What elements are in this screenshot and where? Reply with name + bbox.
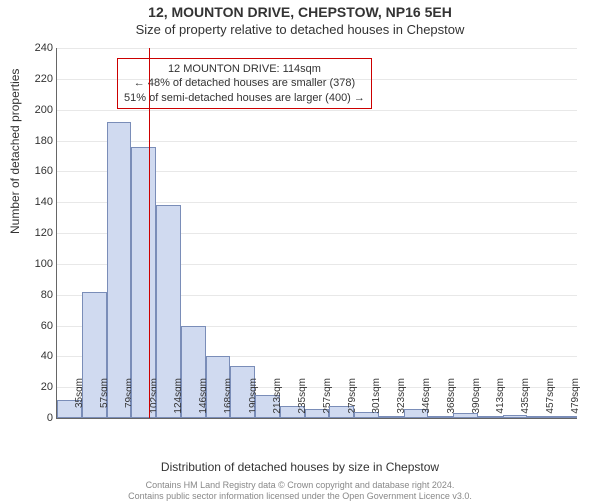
y-tick: 200	[23, 104, 53, 116]
grid-line	[57, 48, 577, 49]
y-tick: 20	[23, 381, 53, 393]
y-tick: 80	[23, 289, 53, 301]
histogram-chart: 12 MOUNTON DRIVE: 114sqm ← 48% of detach…	[56, 48, 576, 418]
y-tick: 40	[23, 350, 53, 362]
x-tick: 479sqm	[570, 378, 581, 422]
footnote: Contains HM Land Registry data © Crown c…	[0, 480, 600, 502]
reference-line	[149, 48, 150, 418]
plot-area: 12 MOUNTON DRIVE: 114sqm ← 48% of detach…	[56, 48, 577, 419]
annotation-line-1: 12 MOUNTON DRIVE: 114sqm	[124, 62, 365, 76]
grid-line	[57, 79, 577, 80]
histogram-bar	[107, 122, 132, 418]
page-subtitle: Size of property relative to detached ho…	[0, 22, 600, 37]
y-axis-label: Number of detached properties	[8, 69, 22, 234]
annotation-line-3: 51% of semi-detached houses are larger (…	[124, 91, 365, 105]
y-tick: 60	[23, 320, 53, 332]
grid-line	[57, 110, 577, 111]
x-axis-label: Distribution of detached houses by size …	[0, 460, 600, 474]
y-tick: 0	[23, 412, 53, 424]
y-tick: 120	[23, 227, 53, 239]
page-title: 12, MOUNTON DRIVE, CHEPSTOW, NP16 5EH	[0, 4, 600, 20]
footnote-line-2: Contains public sector information licen…	[0, 491, 600, 502]
grid-line	[57, 141, 577, 142]
y-tick: 100	[23, 258, 53, 270]
annotation-box: 12 MOUNTON DRIVE: 114sqm ← 48% of detach…	[117, 58, 372, 109]
y-tick: 140	[23, 196, 53, 208]
y-tick: 220	[23, 73, 53, 85]
y-tick: 180	[23, 135, 53, 147]
y-tick: 240	[23, 42, 53, 54]
y-tick: 160	[23, 165, 53, 177]
footnote-line-1: Contains HM Land Registry data © Crown c…	[0, 480, 600, 491]
